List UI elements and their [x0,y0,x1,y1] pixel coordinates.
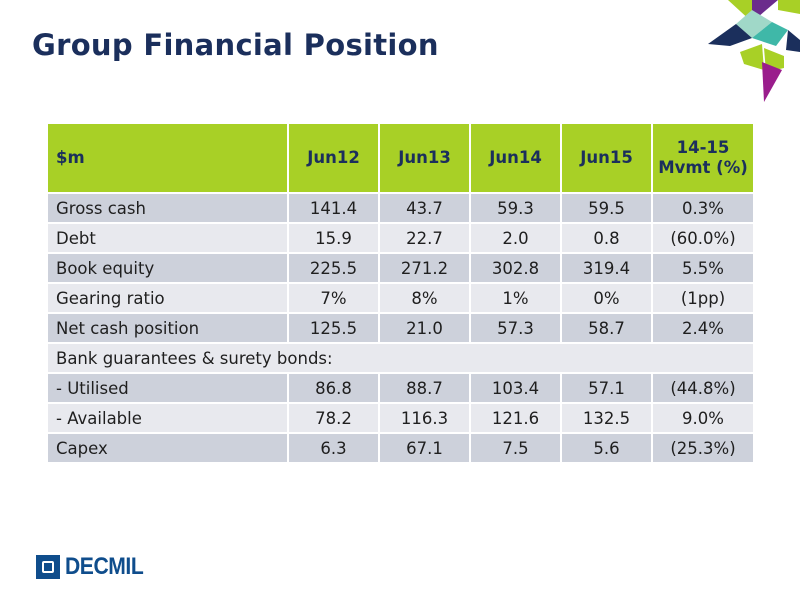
row-label: - Available [46,402,289,434]
table-row: Net cash position 125.5 21.0 57.3 58.7 2… [46,312,755,344]
column-header: 14-15 Mvmt (%) [651,122,755,194]
table-cell: 0.3% [651,192,755,224]
table-row: Gross cash 141.4 43.7 59.3 59.5 0.3% [46,192,755,224]
row-label: - Utilised [46,372,289,404]
decmil-logo-icon [36,555,60,579]
decmil-logo: DECMIL [36,553,154,581]
row-label: Debt [46,222,289,254]
section-label: Bank guarantees & surety bonds: [46,342,755,374]
table-header-row: $m Jun12 Jun13 Jun14 Jun15 14-15 Mvmt (%… [46,122,755,194]
table-cell: 9.0% [651,402,755,434]
table-cell: 22.7 [378,222,471,254]
table-row: - Utilised 86.8 88.7 103.4 57.1 (44.8%) [46,372,755,404]
table-cell: 86.8 [287,372,380,404]
table-cell: 59.3 [469,192,562,224]
table-cell: 132.5 [560,402,653,434]
row-label: Gross cash [46,192,289,224]
table-cell: (25.3%) [651,432,755,464]
slide-title: Group Financial Position [32,28,439,62]
column-header: Jun15 [560,122,653,194]
table-cell: 88.7 [378,372,471,404]
table-cell: 5.5% [651,252,755,284]
table-cell: 57.1 [560,372,653,404]
table-cell: 125.5 [287,312,380,344]
table-cell: 21.0 [378,312,471,344]
table-cell: 7.5 [469,432,562,464]
row-label: Book equity [46,252,289,284]
table-cell: 225.5 [287,252,380,284]
table-cell: 57.3 [469,312,562,344]
table-cell: 2.0 [469,222,562,254]
table-cell: 7% [287,282,380,314]
table-cell: 0% [560,282,653,314]
column-header: $m [46,122,289,194]
table-cell: 302.8 [469,252,562,284]
table-cell: 5.6 [560,432,653,464]
table-cell: 59.5 [560,192,653,224]
table-cell: 8% [378,282,471,314]
table-cell: 141.4 [287,192,380,224]
table-cell: (1pp) [651,282,755,314]
financial-position-table: $m Jun12 Jun13 Jun14 Jun15 14-15 Mvmt (%… [46,122,755,464]
row-label: Capex [46,432,289,464]
row-label: Net cash position [46,312,289,344]
brand-name: DECMIL [65,553,144,580]
table-cell: 58.7 [560,312,653,344]
table-cell: (44.8%) [651,372,755,404]
table-row: Capex 6.3 67.1 7.5 5.6 (25.3%) [46,432,755,464]
table-cell: 271.2 [378,252,471,284]
table-cell: 67.1 [378,432,471,464]
row-label: Gearing ratio [46,282,289,314]
table-row: Gearing ratio 7% 8% 1% 0% (1pp) [46,282,755,314]
column-header: Jun12 [287,122,380,194]
table-section-row: Bank guarantees & surety bonds: [46,342,755,374]
table-cell: 43.7 [378,192,471,224]
table-cell: 121.6 [469,402,562,434]
table-row: Book equity 225.5 271.2 302.8 319.4 5.5% [46,252,755,284]
table-cell: (60.0%) [651,222,755,254]
table-cell: 103.4 [469,372,562,404]
table-cell: 15.9 [287,222,380,254]
table-cell: 0.8 [560,222,653,254]
table-cell: 319.4 [560,252,653,284]
table-row: Debt 15.9 22.7 2.0 0.8 (60.0%) [46,222,755,254]
table-cell: 1% [469,282,562,314]
table-cell: 6.3 [287,432,380,464]
table-row: - Available 78.2 116.3 121.6 132.5 9.0% [46,402,755,434]
column-header: Jun13 [378,122,471,194]
table-cell: 78.2 [287,402,380,434]
column-header: Jun14 [469,122,562,194]
table-cell: 116.3 [378,402,471,434]
decmil-corner-graphic [708,0,800,102]
table-cell: 2.4% [651,312,755,344]
